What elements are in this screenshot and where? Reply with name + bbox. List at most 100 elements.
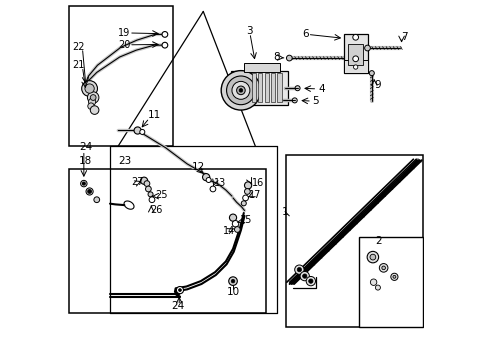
Circle shape xyxy=(239,89,242,92)
Circle shape xyxy=(81,81,97,96)
Text: 16: 16 xyxy=(251,177,264,188)
Circle shape xyxy=(352,35,358,40)
Circle shape xyxy=(202,174,209,181)
Circle shape xyxy=(87,92,99,103)
Circle shape xyxy=(140,177,147,184)
Bar xyxy=(277,73,281,102)
Circle shape xyxy=(305,276,315,286)
Circle shape xyxy=(144,181,149,186)
Circle shape xyxy=(94,197,100,203)
Bar xyxy=(258,73,262,102)
Text: 5: 5 xyxy=(312,96,319,106)
Circle shape xyxy=(231,81,249,99)
Circle shape xyxy=(134,127,141,134)
Bar xyxy=(344,34,367,73)
Text: 17: 17 xyxy=(248,190,261,201)
Bar xyxy=(348,44,362,65)
Circle shape xyxy=(244,189,250,194)
Text: 18: 18 xyxy=(79,156,92,166)
Circle shape xyxy=(82,182,85,185)
Bar xyxy=(230,71,287,105)
Text: 13: 13 xyxy=(214,178,226,188)
Circle shape xyxy=(206,177,211,183)
Circle shape xyxy=(148,192,153,197)
Circle shape xyxy=(145,186,151,192)
Text: 10: 10 xyxy=(227,287,240,297)
Circle shape xyxy=(162,32,167,37)
Circle shape xyxy=(286,55,292,61)
Circle shape xyxy=(392,275,395,278)
Text: 11: 11 xyxy=(147,111,161,121)
Text: 3: 3 xyxy=(246,26,252,36)
Circle shape xyxy=(369,254,375,260)
Circle shape xyxy=(352,56,358,62)
Text: 12: 12 xyxy=(191,162,204,172)
Circle shape xyxy=(381,266,385,270)
Circle shape xyxy=(294,86,300,91)
Text: 9: 9 xyxy=(373,80,380,90)
Circle shape xyxy=(242,195,248,201)
Text: 15: 15 xyxy=(240,215,252,225)
Circle shape xyxy=(364,45,369,51)
Text: 1: 1 xyxy=(282,207,288,217)
Circle shape xyxy=(297,267,301,272)
Circle shape xyxy=(292,98,297,103)
Circle shape xyxy=(241,201,246,206)
Text: 7: 7 xyxy=(401,32,407,41)
Circle shape xyxy=(229,214,236,221)
Circle shape xyxy=(88,190,91,193)
Circle shape xyxy=(88,103,94,109)
Circle shape xyxy=(140,130,144,134)
Circle shape xyxy=(178,289,181,292)
Bar xyxy=(359,237,422,327)
Circle shape xyxy=(90,95,96,100)
Text: 24: 24 xyxy=(79,142,92,152)
Circle shape xyxy=(231,279,234,283)
Circle shape xyxy=(302,274,306,278)
Circle shape xyxy=(86,188,93,195)
Bar xyxy=(244,63,280,72)
Circle shape xyxy=(162,42,167,48)
Circle shape xyxy=(232,221,238,227)
Text: 23: 23 xyxy=(118,156,131,166)
Text: 14: 14 xyxy=(223,226,235,236)
Circle shape xyxy=(308,279,312,283)
Circle shape xyxy=(226,76,255,105)
Circle shape xyxy=(176,287,183,294)
Text: 22: 22 xyxy=(72,42,85,52)
Text: 24: 24 xyxy=(171,301,184,311)
Circle shape xyxy=(366,251,378,263)
Circle shape xyxy=(90,106,99,114)
Bar xyxy=(251,73,255,102)
Text: 8: 8 xyxy=(272,52,279,62)
Bar xyxy=(69,169,265,313)
Circle shape xyxy=(369,279,376,285)
Text: 25: 25 xyxy=(155,190,167,200)
Circle shape xyxy=(149,197,155,203)
Circle shape xyxy=(236,86,244,95)
Text: 26: 26 xyxy=(150,205,163,215)
Circle shape xyxy=(85,84,94,93)
Text: 2: 2 xyxy=(375,236,382,246)
Bar xyxy=(264,73,268,102)
Text: 21: 21 xyxy=(72,60,84,70)
Circle shape xyxy=(244,182,251,189)
Bar xyxy=(285,155,422,327)
Polygon shape xyxy=(344,60,367,73)
Circle shape xyxy=(368,71,373,76)
Circle shape xyxy=(210,186,215,192)
Text: 27: 27 xyxy=(131,177,144,187)
Circle shape xyxy=(390,273,397,280)
Circle shape xyxy=(353,65,357,69)
Circle shape xyxy=(221,71,260,110)
Circle shape xyxy=(234,226,240,232)
Bar xyxy=(270,73,275,102)
Circle shape xyxy=(228,277,237,285)
Circle shape xyxy=(375,285,380,290)
Text: 6: 6 xyxy=(301,30,308,39)
Circle shape xyxy=(88,98,96,105)
Circle shape xyxy=(294,265,304,274)
Text: 19: 19 xyxy=(118,28,130,38)
Circle shape xyxy=(81,180,87,187)
Text: 20: 20 xyxy=(118,40,130,50)
